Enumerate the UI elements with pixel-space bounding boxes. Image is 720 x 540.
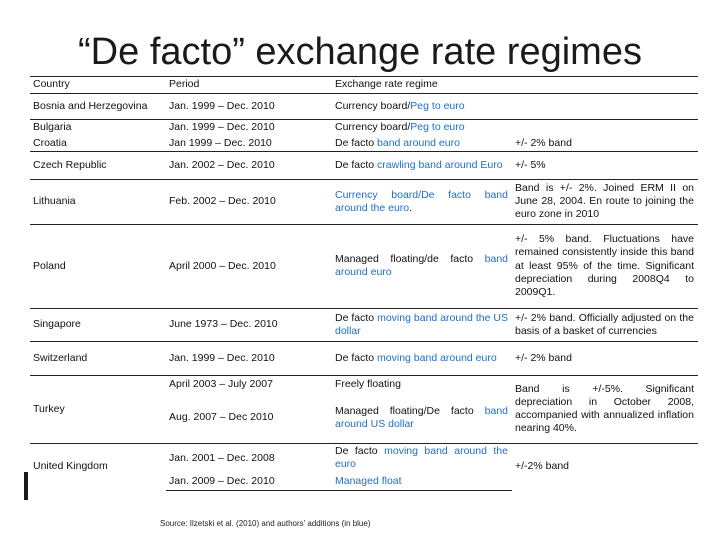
table-row: Czech Republic Jan. 2002 – Dec. 2010 De … <box>30 150 698 180</box>
regime-cell: De facto moving band around the US dolla… <box>332 307 512 342</box>
country-cell: Poland <box>30 223 166 309</box>
regime-cell: Managed floating/De facto band around US… <box>335 404 508 430</box>
header-period: Period <box>166 76 332 94</box>
header-country: Country <box>30 76 166 94</box>
regime-cell: De facto crawling band around Euro <box>332 150 512 180</box>
period-cell: Feb. 2002 – Dec. 2010 <box>166 178 332 225</box>
regime-cell: De facto moving band around the euro <box>332 442 512 474</box>
period-cell: Aug. 2007 – Dec 2010 <box>169 411 274 424</box>
regime-cell: Currency board/De facto band around the … <box>332 178 512 225</box>
exchange-regime-table: Country Period Exchange rate regime Bosn… <box>30 76 698 491</box>
country-cell: Czech Republic <box>30 150 166 180</box>
regime-cell: Currency board/Peg to euro <box>332 93 512 120</box>
table-row: Bosnia and Herzegovina Jan. 1999 – Dec. … <box>30 93 698 120</box>
country-cell: Bulgaria <box>30 119 166 136</box>
period-cell: Jan. 1999 – Dec. 2010 <box>166 93 332 120</box>
table-row: United Kingdom Jan. 2001 – Dec. 2008 De … <box>30 442 698 491</box>
note-cell: Band is +/- 2%. Joined ERM II on June 28… <box>512 178 698 225</box>
note-cell: Band is +/-5%. Significant depreciation … <box>512 374 698 444</box>
regime-cell: De facto moving band around euro <box>332 340 512 376</box>
regime-cell: Managed floating/de facto band around eu… <box>332 223 512 309</box>
period-cell: Jan. 2009 – Dec. 2010 <box>166 473 332 491</box>
table-row: Turkey April 2003 – July 2007 Freely flo… <box>30 374 698 444</box>
table-row: Aug. 2007 – Dec 2010 Managed floating/De… <box>30 393 698 443</box>
period-cell: Jan. 2002 – Dec. 2010 <box>166 150 332 180</box>
regime-cell: De facto band around euro <box>335 136 460 149</box>
header-note <box>512 76 698 94</box>
table-row: Lithuania Feb. 2002 – Dec. 2010 Currency… <box>30 178 698 225</box>
note-cell: +/- 2% band <box>515 136 572 149</box>
regime-cell: Freely floating <box>332 374 512 394</box>
period-cell: Jan. 2001 – Dec. 2008 <box>166 442 332 474</box>
country-cell: Bosnia and Herzegovina <box>30 93 166 120</box>
country-cell: Lithuania <box>30 178 166 225</box>
note-cell: +/- 2% band <box>512 340 698 376</box>
slide-title: “De facto” exchange rate regimes <box>78 31 642 73</box>
slide-edge-mark <box>24 472 28 500</box>
country-cell: Turkey <box>30 374 166 444</box>
note-cell <box>512 93 698 120</box>
header-regime: Exchange rate regime <box>332 76 512 94</box>
regime-cell: Currency board/Peg to euro <box>332 119 512 136</box>
note-cell: +/-2% band <box>512 442 698 491</box>
table-row: Singapore June 1973 – Dec. 2010 De facto… <box>30 307 698 342</box>
note-cell: +/- 2% band. Officially adjusted on the … <box>512 307 698 342</box>
country-cell: Singapore <box>30 307 166 342</box>
table-row: Switzerland Jan. 1999 – Dec. 2010 De fac… <box>30 340 698 376</box>
table-row: Poland April 2000 – Dec. 2010 Managed fl… <box>30 223 698 309</box>
period-cell: June 1973 – Dec. 2010 <box>166 307 332 342</box>
table-row: Croatia Jan 1999 – Dec. 2010 De facto ba… <box>30 136 698 152</box>
note-cell: +/- 5% <box>512 150 698 180</box>
table-header-row: Country Period Exchange rate regime <box>30 76 698 94</box>
country-cell: Switzerland <box>30 340 166 376</box>
country-cell: Croatia <box>33 136 67 149</box>
note-cell: +/- 5% band. Fluctuations have remained … <box>512 223 698 309</box>
table-row: Bulgaria Jan. 1999 – Dec. 2010 Currency … <box>30 119 698 136</box>
period-cell: Jan. 1999 – Dec. 2010 <box>166 119 332 136</box>
period-cell: Jan. 1999 – Dec. 2010 <box>166 340 332 376</box>
period-cell: Jan 1999 – Dec. 2010 <box>169 136 272 149</box>
note-cell <box>512 119 698 136</box>
regime-cell: Managed float <box>332 473 512 491</box>
table-row: Jan. 2009 – Dec. 2010 Managed float <box>30 473 698 491</box>
country-cell: United Kingdom <box>30 442 166 491</box>
source-note: Source: Ilzetski et al. (2010) and autho… <box>160 519 371 528</box>
period-cell: April 2000 – Dec. 2010 <box>166 223 332 309</box>
period-cell: April 2003 – July 2007 <box>166 374 332 394</box>
